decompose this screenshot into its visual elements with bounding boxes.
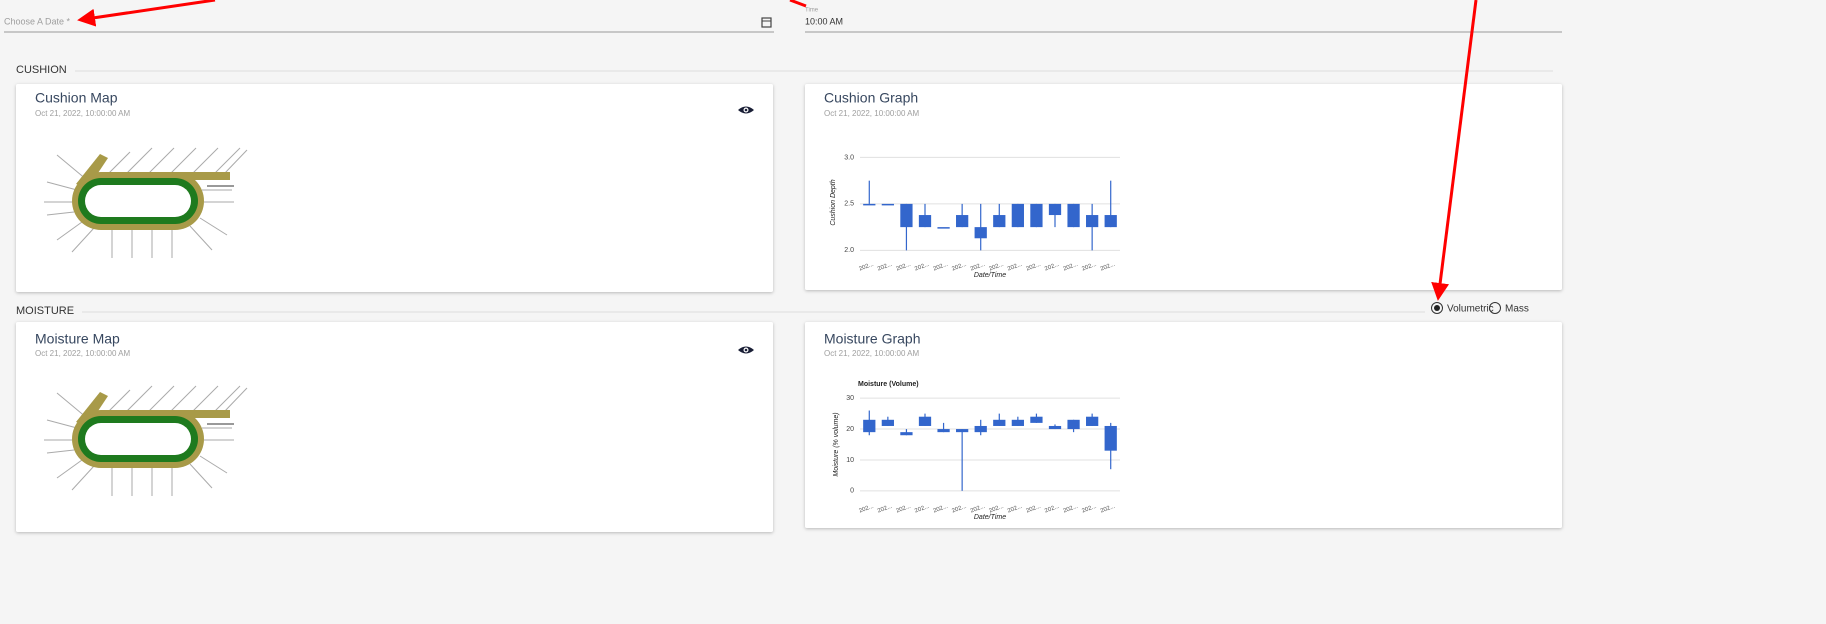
- card-timestamp: Oct 21, 2022, 10:00:00 AM: [35, 349, 131, 358]
- candle-body: [918, 416, 932, 426]
- x-tick-label: 202...: [858, 262, 874, 273]
- candle-body: [937, 227, 950, 229]
- candle-body: [1104, 425, 1117, 451]
- x-tick-label: 202...: [988, 504, 1004, 515]
- x-tick-label: 202...: [914, 504, 930, 515]
- radio-label[interactable]: Volumetric: [1447, 304, 1494, 315]
- candle-body: [1067, 203, 1080, 228]
- section-title: CUSHION: [16, 64, 67, 76]
- card-timestamp: Oct 21, 2022, 10:00:00 AM: [35, 109, 131, 118]
- x-tick-label: 202...: [1025, 504, 1041, 515]
- candle-body: [1048, 203, 1062, 216]
- candle-body: [863, 419, 876, 433]
- card-title: Cushion Map: [35, 90, 118, 106]
- candle-body: [881, 203, 894, 206]
- y-tick-label: 30: [846, 395, 854, 402]
- x-tick-label: 202...: [877, 262, 893, 273]
- x-tick-label: 202...: [1063, 262, 1079, 273]
- time-value[interactable]: 10:00 AM: [805, 16, 843, 26]
- candle-body: [974, 425, 987, 433]
- x-tick-label: 202...: [1007, 504, 1023, 515]
- x-tick-label: 202...: [914, 262, 930, 273]
- radio-label[interactable]: Mass: [1505, 304, 1529, 315]
- x-tick-label: 202...: [877, 504, 893, 515]
- y-tick-label: 0: [850, 488, 854, 495]
- x-tick-label: 202...: [1063, 504, 1079, 515]
- x-tick-label: 202...: [1044, 504, 1060, 515]
- x-tick-label: 202...: [1100, 504, 1116, 515]
- graph-card: [805, 84, 1562, 290]
- x-tick-label: 202...: [1044, 262, 1060, 273]
- annotation-arrows: [77, 0, 1478, 301]
- map-card: [16, 322, 773, 532]
- candle-body: [1030, 416, 1043, 423]
- card-title: Moisture Graph: [824, 331, 920, 347]
- x-tick-label: 202...: [933, 262, 949, 273]
- candle-body: [918, 215, 932, 228]
- x-tick-label: 202...: [1007, 262, 1023, 273]
- section-title: MOISTURE: [16, 305, 74, 317]
- candle-body: [1011, 203, 1024, 228]
- x-tick-label: 202...: [1081, 262, 1097, 273]
- y-tick-label: 3.0: [844, 154, 854, 161]
- x-axis-label: Date/Time: [974, 272, 1006, 279]
- x-tick-label: 202...: [1081, 504, 1097, 515]
- card-title: Cushion Graph: [824, 90, 918, 106]
- candle-body: [937, 429, 950, 433]
- x-tick-label: 202...: [933, 504, 949, 515]
- y-tick-label: 10: [846, 457, 854, 464]
- x-tick-label: 202...: [970, 504, 986, 515]
- candle-body: [1104, 215, 1117, 228]
- candle-body: [993, 215, 1006, 228]
- radio-button[interactable]: [1489, 302, 1501, 314]
- map-card: [16, 84, 773, 292]
- date-label[interactable]: Choose A Date *: [4, 16, 71, 26]
- x-tick-label: 202...: [895, 504, 911, 515]
- x-tick-label: 202...: [858, 504, 874, 515]
- candle-body: [1030, 203, 1043, 228]
- y-tick-label: 2.5: [844, 201, 854, 208]
- y-axis-label: Cushion Depth: [830, 179, 837, 225]
- radio-button[interactable]: [1431, 302, 1443, 314]
- time-label: Time: [805, 8, 819, 14]
- plot-title: Moisture (Volume): [858, 381, 919, 388]
- x-tick-label: 202...: [951, 504, 967, 515]
- card-title: Moisture Map: [35, 331, 120, 347]
- x-tick-label: 202...: [970, 262, 986, 273]
- candle-body: [900, 203, 913, 228]
- candle-body: [863, 203, 876, 206]
- y-tick-label: 20: [846, 426, 854, 433]
- candle-body: [881, 419, 894, 426]
- y-tick-label: 2.0: [844, 247, 854, 254]
- candle-body: [1086, 215, 1099, 228]
- x-tick-label: 202...: [988, 262, 1004, 273]
- x-tick-label: 202...: [1100, 262, 1116, 273]
- radio-dot: [1434, 305, 1440, 311]
- x-tick-label: 202...: [1025, 262, 1041, 273]
- candle-body: [993, 419, 1006, 426]
- candle-body: [974, 227, 987, 239]
- candle-body: [956, 429, 969, 433]
- y-axis-label: Moisture (% volume): [833, 412, 840, 476]
- candle-body: [1067, 419, 1080, 430]
- card-timestamp: Oct 21, 2022, 10:00:00 AM: [824, 349, 920, 358]
- calendar-icon[interactable]: [761, 17, 772, 28]
- graph-card: [805, 322, 1562, 528]
- candle-body: [956, 215, 969, 228]
- card-timestamp: Oct 21, 2022, 10:00:00 AM: [824, 109, 920, 118]
- candle-body: [1011, 419, 1024, 426]
- candle-body: [1086, 416, 1099, 426]
- x-tick-label: 202...: [895, 262, 911, 273]
- candle-body: [1048, 425, 1062, 430]
- candle-body: [900, 432, 913, 436]
- x-axis-label: Date/Time: [974, 514, 1006, 521]
- x-tick-label: 202...: [951, 262, 967, 273]
